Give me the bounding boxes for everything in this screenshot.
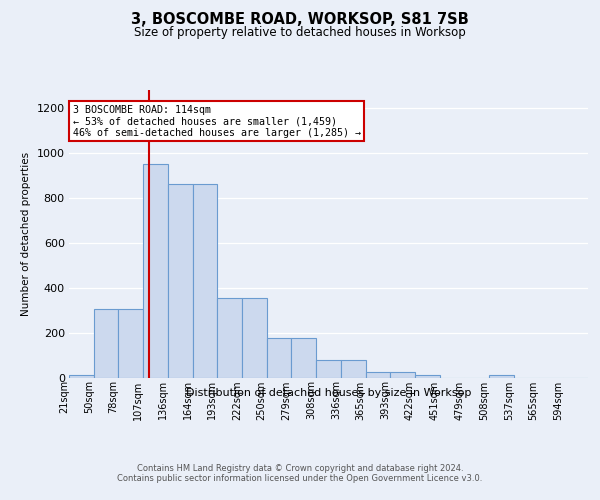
- Text: Contains public sector information licensed under the Open Government Licence v3: Contains public sector information licen…: [118, 474, 482, 483]
- Bar: [341, 360, 365, 378]
- Bar: [118, 309, 143, 378]
- Y-axis label: Number of detached properties: Number of detached properties: [21, 152, 31, 316]
- Text: 3, BOSCOMBE ROAD, WORKSOP, S81 7SB: 3, BOSCOMBE ROAD, WORKSOP, S81 7SB: [131, 12, 469, 28]
- Text: Size of property relative to detached houses in Worksop: Size of property relative to detached ho…: [134, 26, 466, 39]
- Bar: [143, 164, 168, 378]
- Bar: [390, 372, 415, 378]
- Bar: [94, 309, 118, 378]
- Text: Contains HM Land Registry data © Crown copyright and database right 2024.: Contains HM Land Registry data © Crown c…: [137, 464, 463, 473]
- Bar: [489, 376, 514, 378]
- Text: 3 BOSCOMBE ROAD: 114sqm
← 53% of detached houses are smaller (1,459)
46% of semi: 3 BOSCOMBE ROAD: 114sqm ← 53% of detache…: [73, 104, 361, 138]
- Bar: [217, 298, 242, 378]
- Bar: [267, 338, 292, 378]
- Bar: [365, 372, 390, 378]
- Bar: [168, 184, 193, 378]
- Bar: [292, 338, 316, 378]
- Bar: [242, 298, 267, 378]
- Bar: [316, 360, 341, 378]
- Bar: [193, 184, 217, 378]
- Bar: [69, 376, 94, 378]
- Bar: [415, 376, 440, 378]
- Text: Distribution of detached houses by size in Worksop: Distribution of detached houses by size …: [186, 388, 472, 398]
